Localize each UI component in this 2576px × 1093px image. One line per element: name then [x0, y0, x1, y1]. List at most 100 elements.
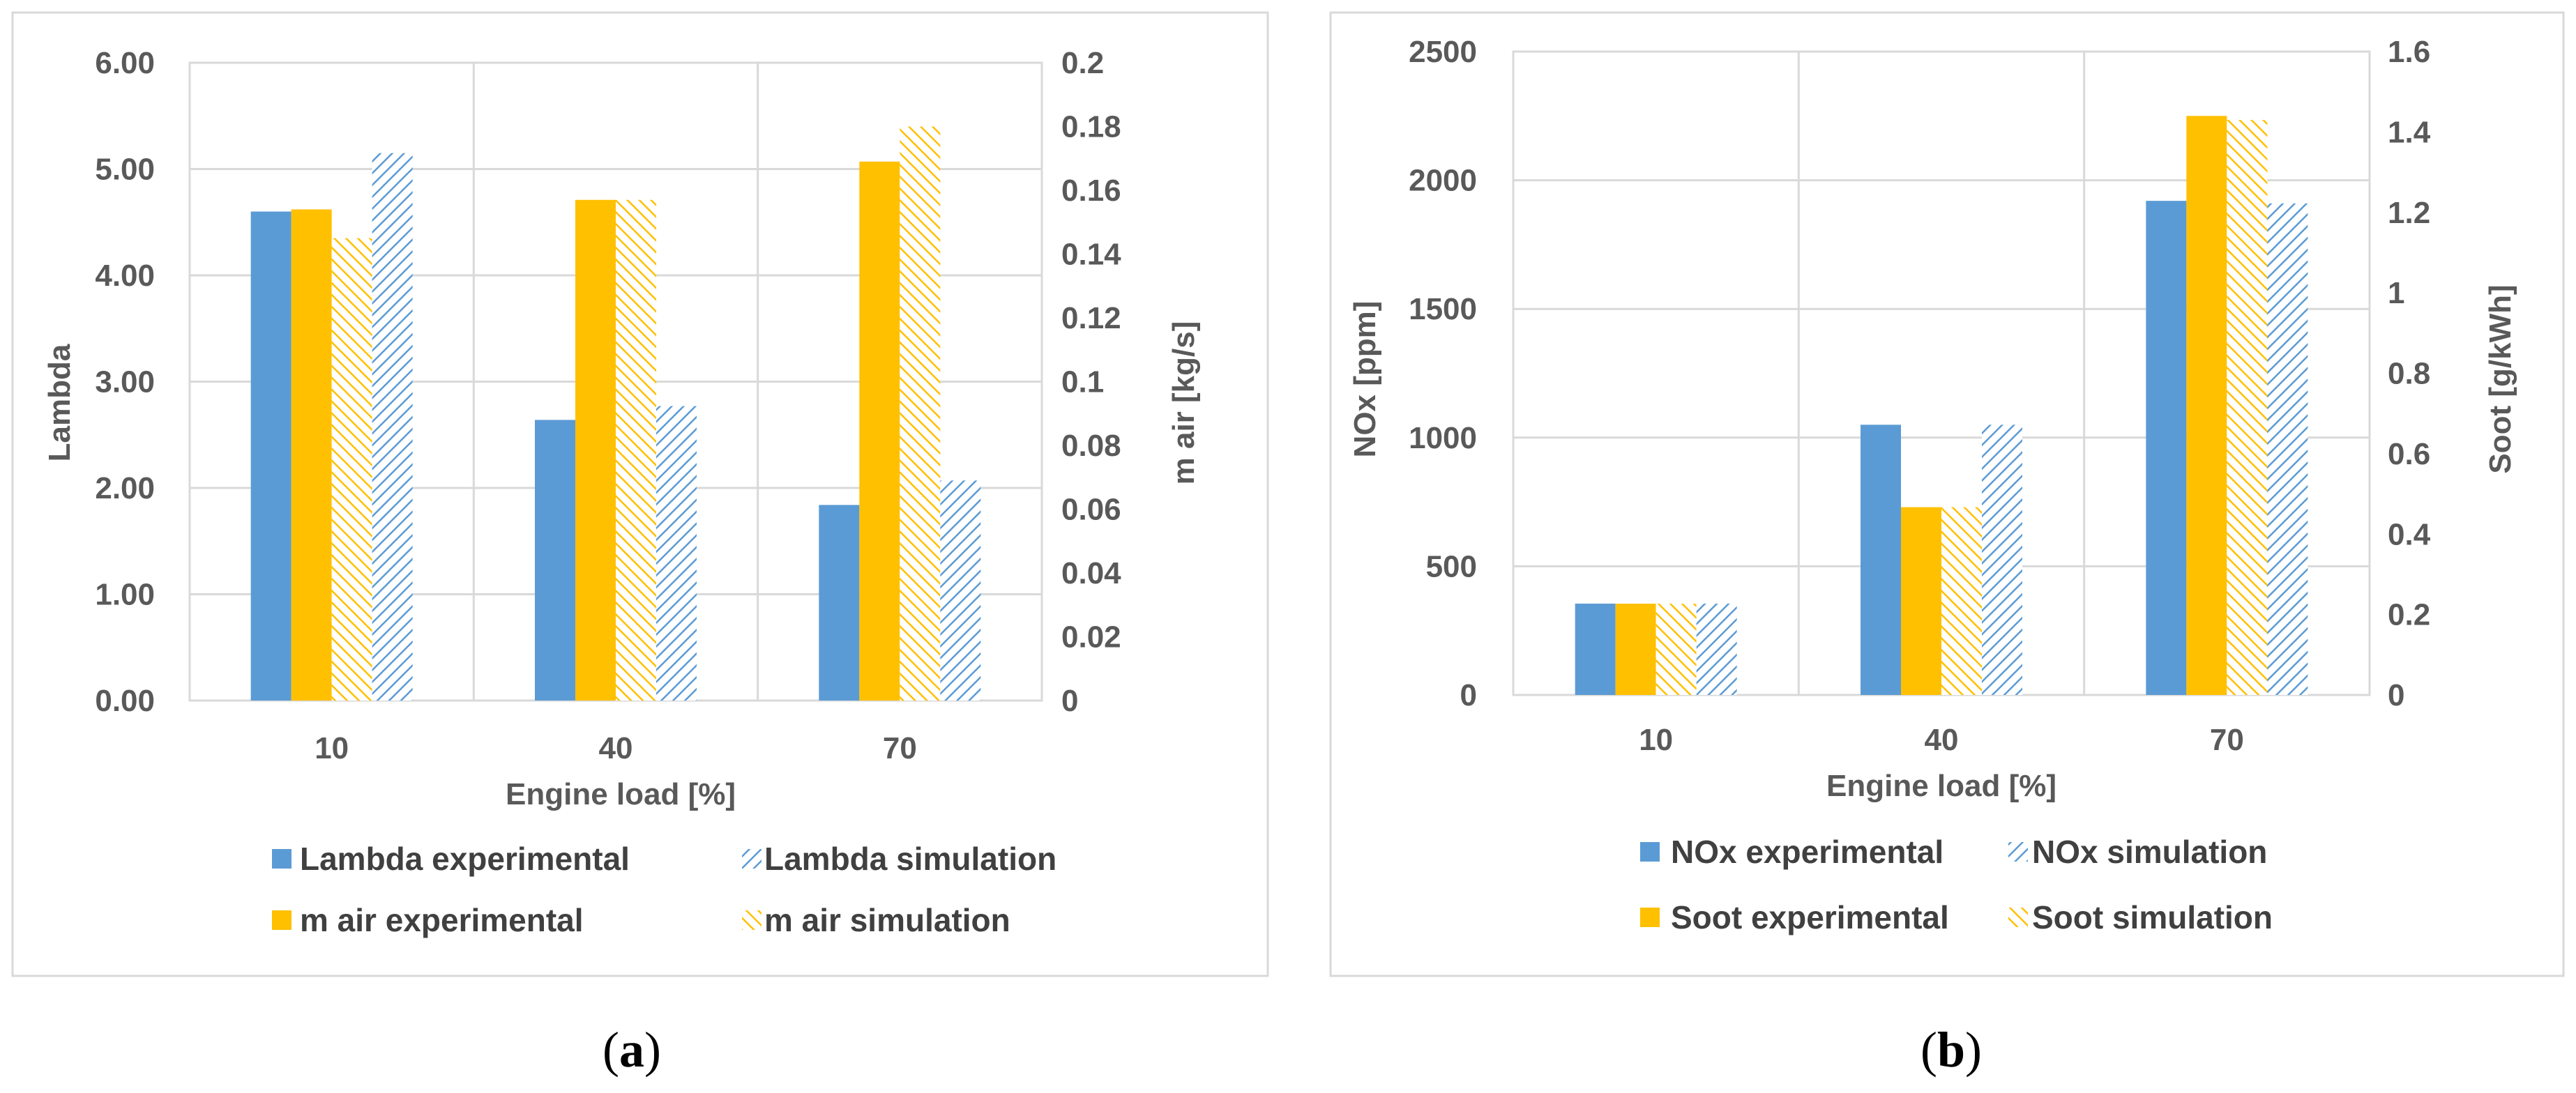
legend-label: Lambda simulation: [764, 841, 1056, 877]
bar-soot-experimental: [2186, 116, 2227, 696]
legend-item: Lambda experimental: [272, 841, 630, 877]
y-tick-label-right: 0.14: [1061, 238, 1121, 272]
chart-panel-a: 0.00 1.00 2.00 3.00 4.00 5.00 6.00 0 0.02 0.04 0.0…: [11, 11, 1269, 1078]
y-tick-label-left: 2.00: [95, 471, 155, 505]
y-tick-label-left: 5.00: [95, 153, 155, 187]
bar-lambda-experimental: [819, 505, 860, 701]
bar-m-air-experimental: [859, 161, 900, 701]
y-tick-label-right: 1.4: [2388, 115, 2431, 149]
bar-soot-simulation: [1941, 507, 1982, 695]
panel-label-close: ): [644, 1022, 661, 1078]
y-tick-label-right: 0.04: [1061, 556, 1121, 590]
y-tick-label-right: 0: [1061, 684, 1078, 718]
x-tick-label: 70: [2210, 723, 2244, 757]
y-tick-label-right: 0.1: [1061, 365, 1104, 399]
legend-label: NOx simulation: [2032, 834, 2267, 870]
y-tick-label-right: 0.2: [2388, 598, 2430, 632]
panel-label-open: (: [1920, 1022, 1937, 1078]
y-tick-label-right: 0.06: [1061, 493, 1121, 527]
panel-label: (a): [603, 1022, 661, 1078]
legend-item: Soot experimental: [1640, 899, 1949, 935]
y-tick-label-right: 0.6: [2388, 437, 2430, 471]
y-tick-label-right: 0.2: [1061, 46, 1104, 80]
y-tick-label-right: 0.18: [1061, 110, 1121, 144]
legend: Lambda experimental Lambda simulation m …: [272, 841, 1056, 938]
y-tick-label-left: 1000: [1409, 421, 1477, 455]
y-tick-label-right: 0: [2388, 678, 2404, 712]
legend-label: Soot simulation: [2032, 899, 2273, 935]
legend-swatch: [742, 849, 762, 869]
legend-item: Lambda simulation: [742, 841, 1056, 877]
y-axis-title-right: Soot [g/kWh]: [2483, 284, 2517, 473]
bar-m-air-experimental: [291, 209, 332, 701]
bar-m-air-simulation: [616, 199, 656, 701]
y-tick-label-left: 6.00: [95, 46, 155, 80]
y-tick-label-left: 500: [1426, 549, 1477, 583]
y-tick-label-left: 1500: [1409, 292, 1477, 326]
panel-label-open: (: [603, 1022, 619, 1078]
legend-item: NOx experimental: [1640, 834, 1944, 870]
legend-label: NOx experimental: [1671, 834, 1944, 870]
bar-soot-experimental: [1901, 507, 1941, 695]
legend-swatch: [2008, 908, 2028, 927]
panel-label: (b): [1920, 1022, 1982, 1078]
bar-nox-simulation: [1696, 603, 1737, 695]
legend-item: m air simulation: [742, 902, 1010, 938]
y-tick-label-left: 4.00: [95, 259, 155, 293]
y-axis-title-left: NOx [ppm]: [1348, 301, 1382, 458]
legend-swatch: [272, 849, 291, 869]
y-tick-label-right: 0.4: [2388, 517, 2431, 551]
panel-label-close: ): [1965, 1022, 1982, 1078]
bar-m-air-experimental: [575, 199, 616, 701]
x-tick-label: 40: [599, 731, 633, 765]
panel-label-letter: b: [1937, 1022, 1965, 1078]
y-tick-label-left: 1.00: [95, 578, 155, 612]
bar-nox-experimental: [1575, 603, 1616, 695]
x-tick-label: 70: [883, 731, 917, 765]
x-axis-title: Engine load [%]: [506, 777, 736, 811]
chart-panel-b: 0 500 1000 1500 2000 2500 0 0.2 0.4 0.6 0.8 1 1.2 1.4…: [1329, 11, 2565, 1078]
legend-swatch: [1640, 908, 1660, 927]
legend-swatch: [272, 910, 291, 930]
chart-frame: [1329, 11, 2565, 977]
bar-lambda-simulation: [940, 480, 981, 701]
y-tick-label-left: 3.00: [95, 365, 155, 399]
bar-lambda-experimental: [250, 211, 291, 701]
bar-lambda-simulation: [372, 153, 413, 701]
bar-soot-simulation: [2227, 120, 2268, 696]
y-tick-label-right: 0.02: [1061, 620, 1121, 655]
x-tick-label: 40: [1925, 723, 1959, 757]
bar-nox-experimental: [2146, 201, 2187, 695]
y-tick-label-right: 0.12: [1061, 301, 1121, 335]
panel-label-letter: a: [619, 1022, 644, 1078]
bar-nox-experimental: [1861, 425, 1901, 695]
bar-soot-experimental: [1615, 604, 1656, 695]
legend-swatch: [2008, 842, 2028, 862]
legend-item: NOx simulation: [2008, 834, 2267, 870]
x-tick-label: 10: [1639, 723, 1673, 757]
legend-item: m air experimental: [272, 902, 584, 938]
y-axis-title-right: m air [kg/s]: [1167, 321, 1201, 485]
bar-lambda-experimental: [535, 420, 575, 701]
y-tick-label-left: 2500: [1409, 35, 1477, 69]
y-tick-label-right: 1: [2388, 276, 2404, 310]
y-tick-label-left: 0: [1460, 678, 1477, 712]
bar-nox-simulation: [1982, 425, 2022, 695]
bar-nox-simulation: [2267, 203, 2308, 695]
y-tick-label-right: 1.6: [2388, 35, 2430, 69]
y-tick-label-left: 0.00: [95, 684, 155, 718]
legend-swatch: [1640, 842, 1660, 862]
bar-lambda-simulation: [656, 406, 697, 701]
x-tick-label: 10: [315, 731, 349, 765]
legend: NOx experimental NOx simulation Soot exp…: [1640, 834, 2273, 935]
y-axis-title-left: Lambda: [43, 344, 77, 461]
y-tick-label-right: 1.2: [2388, 196, 2430, 230]
y-tick-label-right: 0.08: [1061, 429, 1121, 463]
legend-swatch: [742, 910, 762, 930]
legend-label: Soot experimental: [1671, 899, 1949, 935]
y-tick-label-right: 0.16: [1061, 174, 1121, 208]
bar-soot-simulation: [1656, 604, 1697, 695]
y-tick-label-right: 0.8: [2388, 357, 2430, 391]
bar-m-air-simulation: [331, 238, 372, 701]
